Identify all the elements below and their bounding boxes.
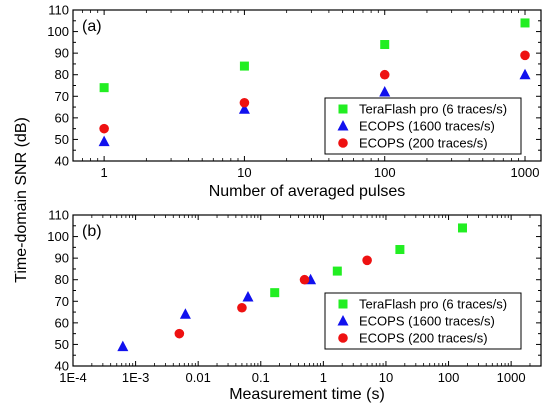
data-point — [270, 288, 280, 298]
legend-marker — [338, 299, 348, 309]
x-tick-label: 1000 — [511, 165, 540, 180]
data-point — [519, 68, 531, 80]
data-point — [520, 18, 530, 28]
x-tick-label: 0.01 — [186, 370, 211, 385]
y-tick-label: 100 — [47, 229, 69, 244]
legend: TeraFlash pro (6 traces/s) ECOPS (1600 tr… — [324, 97, 522, 155]
x-tick-label: 0.1 — [252, 370, 270, 385]
data-point — [379, 69, 390, 80]
x-tick-label: 10 — [379, 370, 393, 385]
legend-label: TeraFlash pro (6 traces/s) — [359, 102, 507, 117]
legend-marker — [337, 315, 349, 326]
legend-marker — [338, 333, 348, 343]
legend-box — [324, 292, 522, 350]
y-tick-label: 100 — [47, 24, 69, 39]
x-axis-label: Number of averaged pulses — [209, 183, 406, 200]
x-tick-label: 1 — [101, 165, 108, 180]
data-point — [299, 274, 310, 285]
legend-label: ECOPS (1600 traces/s) — [359, 119, 495, 134]
y-tick-label: 40 — [55, 359, 69, 374]
y-tick-label: 80 — [55, 272, 69, 287]
y-tick-label: 50 — [55, 337, 69, 352]
data-point — [239, 61, 249, 71]
data-point — [98, 135, 110, 147]
x-tick-label: 1E-4 — [59, 370, 86, 385]
x-tick-label: 10 — [237, 165, 251, 180]
y-tick-label: 110 — [48, 3, 69, 18]
data-point — [237, 302, 247, 313]
panel-label: (b) — [82, 223, 102, 240]
data-point — [380, 40, 390, 50]
x-tick-label: 100 — [438, 370, 460, 385]
legend-marker — [338, 138, 348, 148]
y-tick-label: 70 — [55, 294, 69, 309]
y-tick-label: 70 — [55, 89, 69, 104]
x-tick-label: 100 — [374, 165, 396, 180]
y-tick-label: 60 — [55, 110, 69, 125]
data-point — [179, 308, 191, 319]
legend-label: ECOPS (1600 traces/s) — [359, 314, 495, 329]
shared-y-axis-label: Time-domain SNR (dB) — [13, 117, 30, 283]
data-point — [99, 83, 109, 93]
legend-box — [324, 97, 522, 155]
y-tick-label: 60 — [55, 315, 69, 330]
y-tick-label: 90 — [55, 46, 69, 61]
x-axis-label: Measurement time (s) — [229, 386, 385, 403]
data-point — [457, 223, 467, 233]
panel-label: (a) — [82, 18, 102, 35]
x-tick-label: 1E-3 — [122, 370, 149, 385]
y-tick-label: 80 — [55, 67, 69, 82]
x-tick-label: 1 — [320, 370, 327, 385]
legend: TeraFlash pro (6 traces/s) ECOPS (1600 tr… — [324, 292, 522, 350]
data-point — [174, 328, 185, 339]
y-tick-label: 50 — [55, 132, 69, 147]
y-tick-label: 40 — [55, 154, 69, 169]
legend-label: TeraFlash pro (6 traces/s) — [359, 297, 507, 312]
data-point — [239, 97, 250, 108]
data-point — [379, 85, 391, 97]
legend-label: ECOPS (200 traces/s) — [359, 331, 488, 346]
data-point — [520, 50, 530, 61]
data-point — [99, 123, 109, 134]
data-point — [332, 266, 342, 276]
legend-label: ECOPS (200 traces/s) — [359, 136, 488, 151]
data-point — [242, 290, 254, 302]
legend-marker — [337, 120, 349, 131]
legend-marker — [338, 104, 348, 114]
y-tick-label: 90 — [55, 251, 69, 266]
data-point — [238, 103, 250, 114]
x-tick-label: 1000 — [497, 370, 526, 385]
data-point — [362, 255, 372, 266]
data-point — [117, 340, 129, 352]
data-point — [395, 245, 405, 255]
y-tick-label: 110 — [48, 208, 69, 223]
